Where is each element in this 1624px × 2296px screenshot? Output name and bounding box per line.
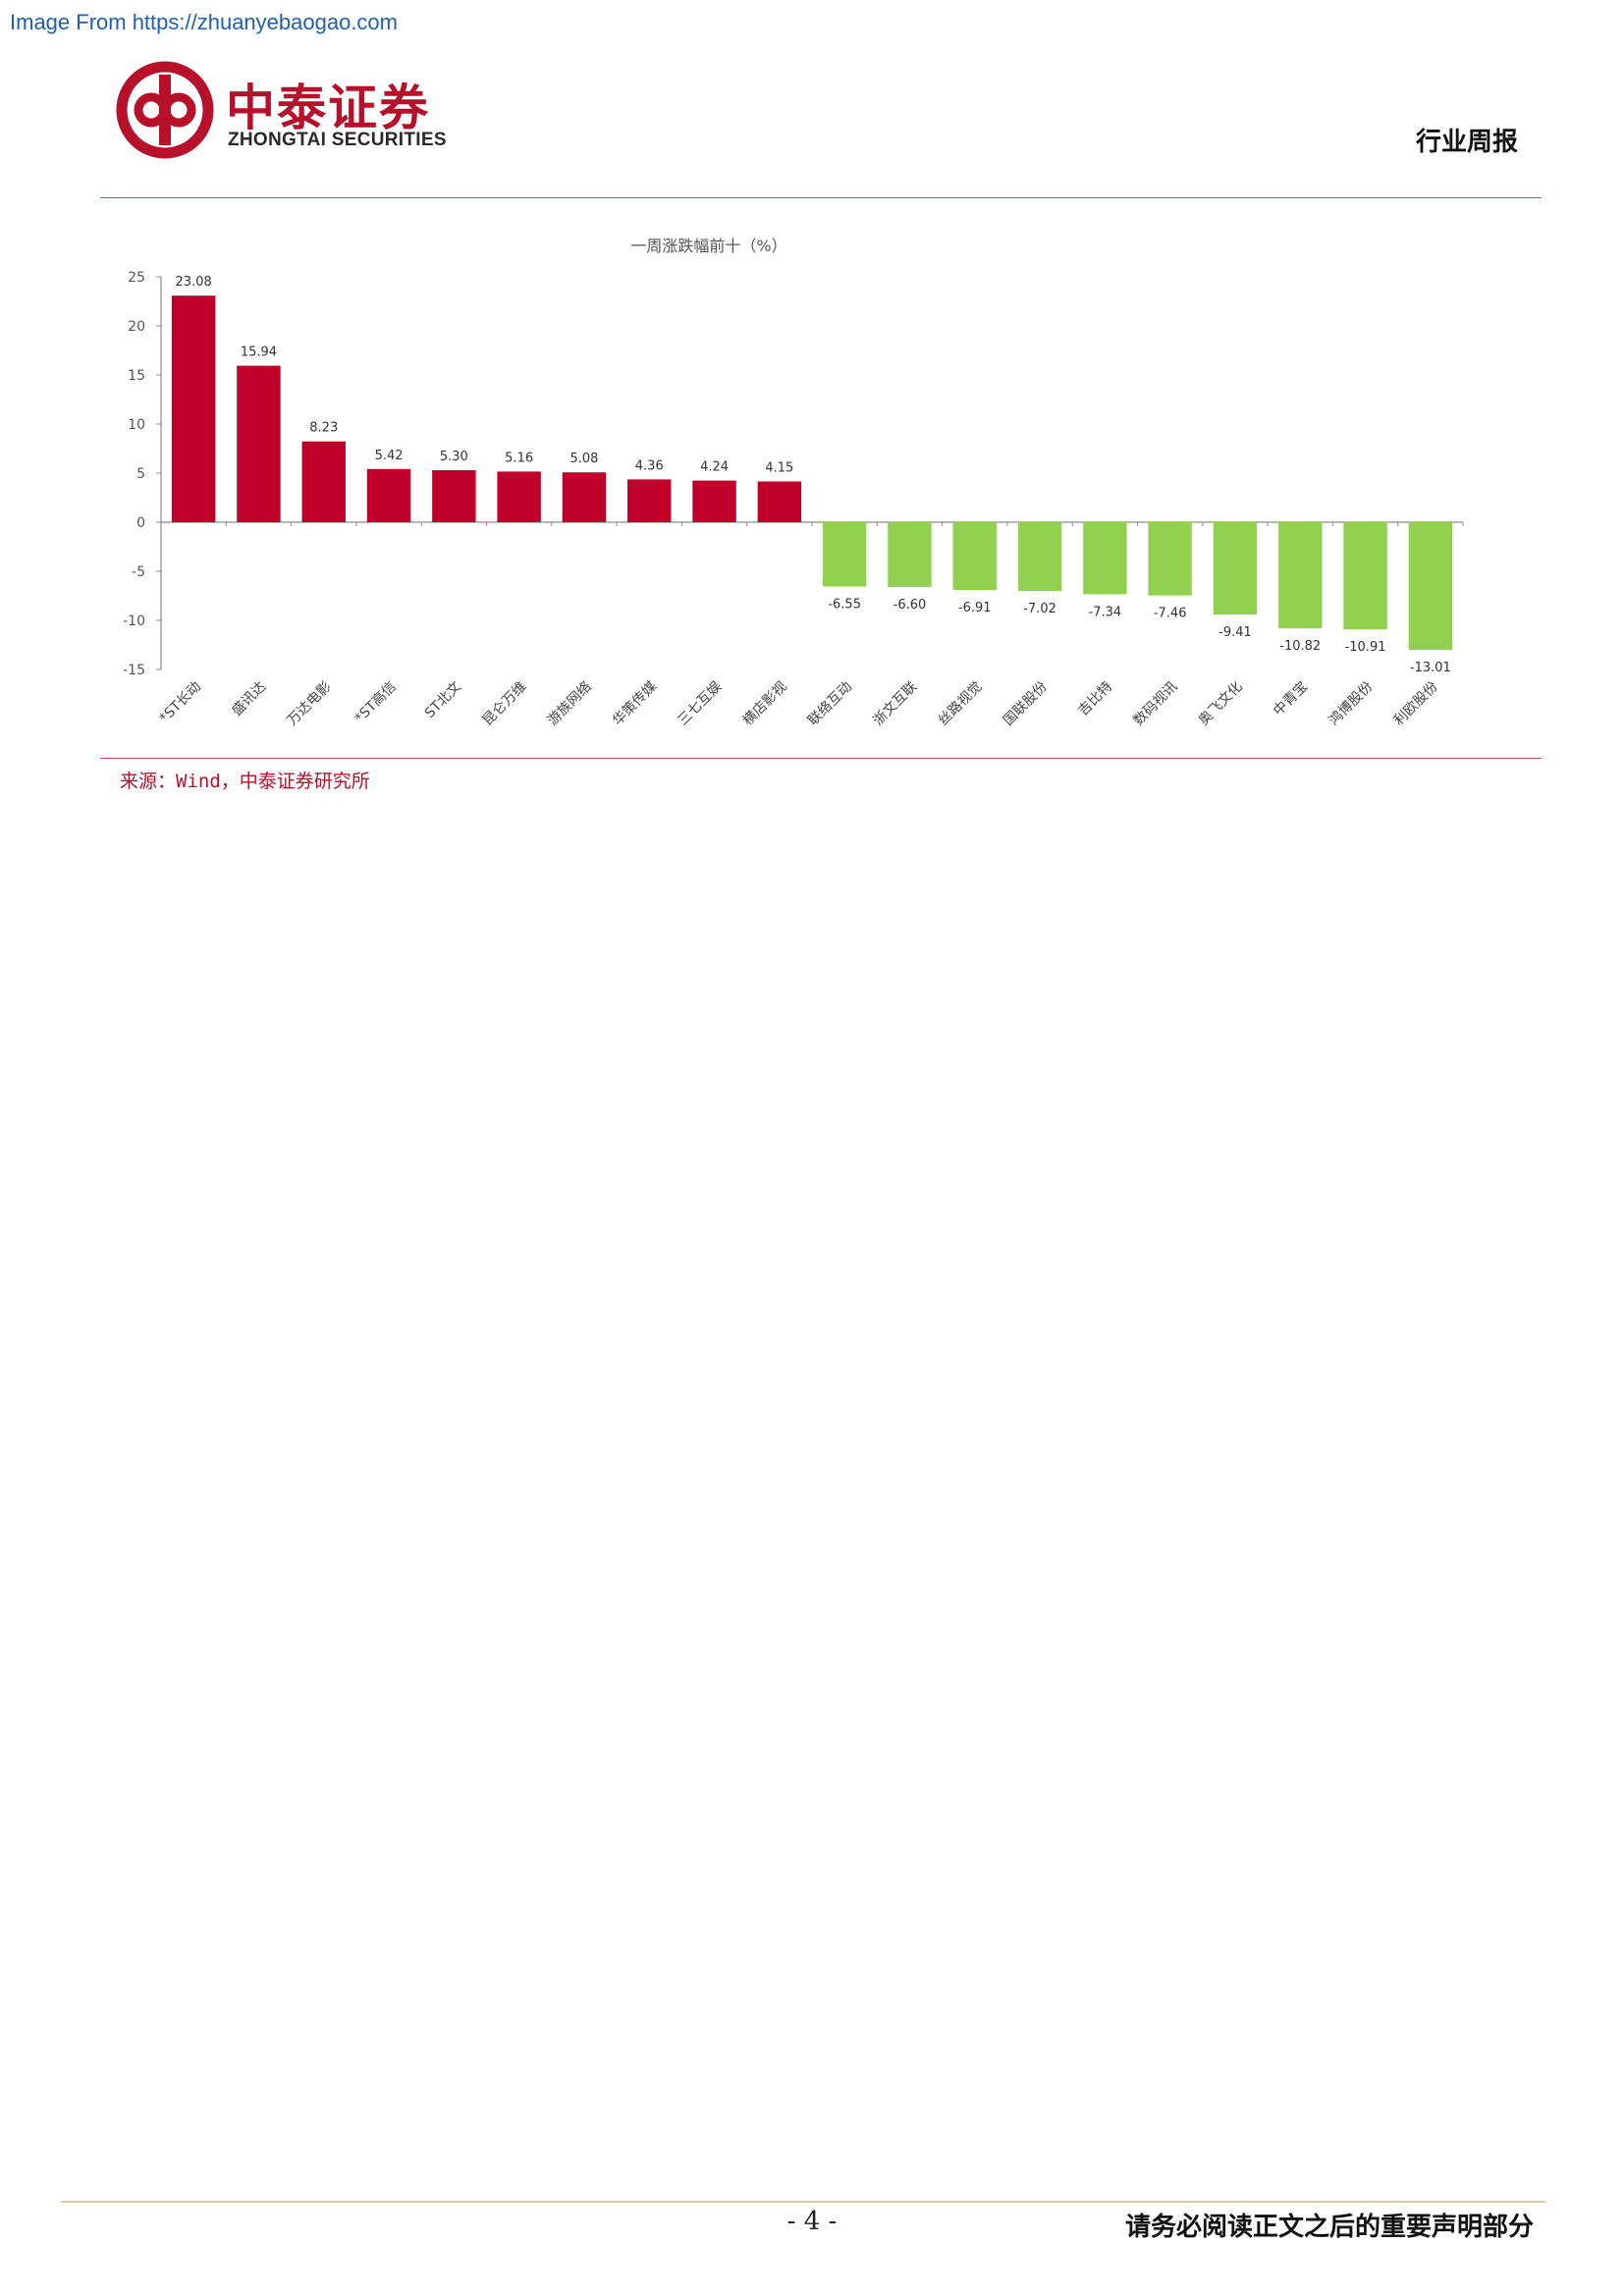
x-category-label: 三七互娱 bbox=[675, 679, 725, 729]
bar-series bbox=[171, 295, 1453, 651]
bar bbox=[1017, 522, 1062, 592]
y-tick-label: 10 bbox=[128, 417, 145, 433]
bar-value-label: -13.01 bbox=[1410, 661, 1451, 675]
bar bbox=[1083, 522, 1127, 595]
logo-chinese-name: 中泰证券 bbox=[226, 80, 430, 136]
company-logo: 中泰证券 ZHONGTAI SECURITIES bbox=[116, 61, 499, 169]
bar bbox=[562, 472, 607, 522]
x-category-label: 中青宝 bbox=[1271, 679, 1311, 720]
chart-title: 一周涨跌幅前十（%） bbox=[630, 237, 786, 255]
y-tick-label: 25 bbox=[128, 270, 145, 286]
x-category-label: *ST长动 bbox=[157, 679, 204, 726]
x-category-label: 国联股份 bbox=[1001, 679, 1051, 729]
x-category-label: 吉比特 bbox=[1075, 679, 1115, 720]
page-number: - 4 - bbox=[786, 2207, 838, 2236]
y-tick-label: -5 bbox=[132, 564, 145, 580]
bar-value-label: 8.23 bbox=[309, 421, 338, 436]
header-divider bbox=[100, 197, 1542, 198]
bar-value-label: 4.15 bbox=[765, 461, 793, 476]
bar-value-label: -10.91 bbox=[1345, 640, 1386, 655]
bar-value-label: -7.34 bbox=[1089, 605, 1122, 619]
bar-value-label: -10.82 bbox=[1279, 639, 1321, 654]
chart-svg: 一周涨跌幅前十（%） 25 20 15 10 5 0 -5 -10 -15 23.08 15.94… bbox=[123, 237, 1464, 729]
bar-value-label: 5.16 bbox=[505, 451, 533, 465]
x-category-label: 华策传媒 bbox=[609, 678, 660, 729]
report-type-label: 行业周报 bbox=[1415, 128, 1518, 157]
bar-value-label: 15.94 bbox=[241, 346, 277, 360]
weekly-change-bar-chart: 一周涨跌幅前十（%） 25 20 15 10 5 0 -5 -10 -15 23.08 15.94… bbox=[100, 226, 1542, 756]
watermark-text: Image From https://zhuanyebaogao.com bbox=[10, 10, 398, 34]
y-tick-label: -10 bbox=[123, 614, 145, 629]
x-category-label: ST北文 bbox=[422, 679, 464, 721]
y-axis-ticks: 25 20 15 10 5 0 -5 -10 -15 bbox=[123, 270, 161, 678]
x-category-label: 盛讯达 bbox=[229, 679, 269, 720]
bar-value-label: 5.30 bbox=[440, 450, 468, 464]
bar-value-label: -9.41 bbox=[1218, 625, 1252, 640]
y-tick-label: 20 bbox=[128, 319, 145, 335]
x-category-label: 万达电影 bbox=[285, 679, 335, 729]
bar-value-label: -7.46 bbox=[1154, 607, 1187, 621]
bar bbox=[366, 468, 411, 522]
bar bbox=[1343, 522, 1387, 630]
bar-value-label: -6.60 bbox=[893, 598, 927, 613]
logo-mark bbox=[116, 61, 214, 159]
bar bbox=[822, 522, 867, 587]
disclaimer-text: 请务必阅读正文之后的重要声明部分 bbox=[1124, 2213, 1534, 2242]
footer-divider bbox=[61, 2201, 1545, 2203]
bar-value-label: 23.08 bbox=[176, 275, 212, 290]
bar bbox=[952, 522, 997, 591]
bar bbox=[497, 471, 541, 522]
bar bbox=[1213, 522, 1258, 615]
bar bbox=[757, 481, 802, 522]
x-category-label: 利欧股份 bbox=[1391, 679, 1441, 729]
y-tick-label: -15 bbox=[123, 663, 145, 678]
bar bbox=[237, 365, 281, 522]
x-category-label: 昆仑万维 bbox=[480, 679, 530, 729]
bar bbox=[627, 479, 672, 522]
x-axis-labels: *ST长动 盛讯达 万达电影 *ST高信 ST北文 昆仑万维 游族网络 华策传媒 三七互娱 横店影… bbox=[157, 522, 1464, 729]
bar bbox=[1278, 522, 1323, 629]
x-category-label: 奥飞文化 bbox=[1195, 678, 1246, 729]
logo-english-name: ZHONGTAI SECURITIES bbox=[228, 130, 447, 150]
bar-value-label: -6.55 bbox=[828, 598, 861, 613]
bar bbox=[1148, 522, 1192, 596]
x-category-label: 横店影视 bbox=[740, 679, 790, 729]
data-labels: 23.08 15.94 8.23 5.42 5.30 5.16 5.08 4.36 4.24 4.… bbox=[176, 275, 1451, 675]
bar bbox=[1408, 522, 1453, 651]
bar bbox=[171, 295, 216, 522]
bar-value-label: -7.02 bbox=[1023, 602, 1056, 616]
source-note: 来源：Wind，中泰证券研究所 bbox=[120, 771, 370, 792]
x-category-label: 游族网络 bbox=[545, 679, 595, 729]
x-category-label: 浙文互联 bbox=[870, 679, 920, 729]
x-category-label: 丝路视觉 bbox=[936, 679, 986, 729]
bar bbox=[888, 522, 932, 587]
bar-value-label: 4.24 bbox=[700, 460, 729, 475]
bar-value-label: 4.36 bbox=[635, 458, 664, 473]
bar-value-label: -6.91 bbox=[958, 601, 992, 615]
x-category-label: 联络互动 bbox=[805, 679, 855, 729]
y-tick-label: 0 bbox=[136, 515, 145, 531]
x-category-label: *ST高信 bbox=[352, 678, 400, 726]
y-tick-label: 15 bbox=[128, 368, 145, 384]
chart-bottom-divider bbox=[100, 758, 1542, 759]
bar bbox=[432, 470, 476, 522]
bar bbox=[301, 441, 346, 522]
x-category-label: 数码视讯 bbox=[1131, 679, 1181, 729]
bar-value-label: 5.42 bbox=[375, 449, 404, 463]
bar-value-label: 5.08 bbox=[569, 452, 598, 466]
bar bbox=[692, 480, 736, 522]
x-category-label: 鸿博股份 bbox=[1326, 678, 1377, 729]
y-tick-label: 5 bbox=[136, 466, 145, 482]
